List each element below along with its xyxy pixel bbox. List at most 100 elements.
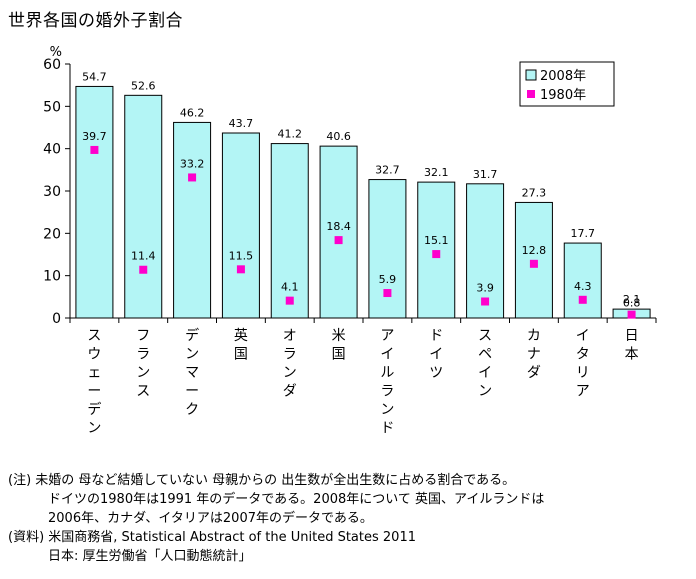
y-axis-unit: % xyxy=(50,45,62,60)
bar xyxy=(173,121,212,319)
x-tick-label-char: イ xyxy=(429,347,443,363)
x-tick-label-char: ラ xyxy=(380,384,394,400)
legend-label-1980: 1980年 xyxy=(540,88,586,103)
x-tick-label-char: ア xyxy=(576,384,590,400)
source-line-1: (資料) 米国商務省, Statistical Abstract of the … xyxy=(8,530,416,545)
marker-1980 xyxy=(578,295,587,304)
legend-swatch-1980 xyxy=(527,90,535,98)
x-tick-label-char: ー xyxy=(87,384,101,400)
marker-value-label: 15.1 xyxy=(424,234,449,247)
x-tick-label-char: ェ xyxy=(87,365,101,381)
x-tick-label-char: ン xyxy=(136,365,150,381)
marker-value-label: 4.1 xyxy=(281,281,299,294)
y-tick-label: 0 xyxy=(52,311,61,327)
bar xyxy=(270,143,309,319)
x-tick-label-char: ン xyxy=(185,347,199,363)
marker-value-label: 11.4 xyxy=(131,250,156,263)
x-tick-label-char: ン xyxy=(478,384,492,400)
y-tick-label: 20 xyxy=(43,226,61,242)
legend-box xyxy=(519,61,615,107)
x-tick-label-char: ド xyxy=(380,421,394,437)
x-tick-label-char: ス xyxy=(136,384,150,400)
x-tick-label-char: ダ xyxy=(527,365,541,381)
x-tick-label-char: イ xyxy=(478,365,492,381)
bar xyxy=(368,179,407,319)
x-tick-label-char: デ xyxy=(185,327,199,344)
x-tick-label-char: タ xyxy=(576,347,590,363)
x-tick-label-char: ス xyxy=(478,328,492,344)
y-tick-label: 30 xyxy=(43,184,61,200)
chart-title: 世界各国の婚外子割合 xyxy=(8,11,183,31)
x-tick-label-char: 英 xyxy=(234,327,248,344)
bar-value-label: 31.7 xyxy=(473,168,498,181)
x-tick-label-char: ナ xyxy=(527,347,541,363)
bar-value-label: 32.1 xyxy=(424,166,449,179)
bar xyxy=(466,183,505,319)
marker-1980 xyxy=(334,236,343,245)
marker-value-label: 4.3 xyxy=(574,280,592,293)
x-tick-label-char: 本 xyxy=(625,347,639,363)
marker-1980 xyxy=(139,265,148,274)
marker-value-label: 12.8 xyxy=(522,244,547,257)
bar-value-label: 40.6 xyxy=(326,130,351,143)
x-tick-label-char: ペ xyxy=(478,347,492,363)
x-tick-label-char: 日 xyxy=(625,328,639,344)
x-tick-label-char: デ xyxy=(87,401,101,418)
x-tick-label-char: ラ xyxy=(283,347,297,363)
bar-value-label: 2.1 xyxy=(623,293,641,306)
marker-1980 xyxy=(481,297,490,306)
marker-1980 xyxy=(383,289,392,298)
marker-1980 xyxy=(90,145,99,154)
x-tick-label-char: ダ xyxy=(283,384,297,400)
y-tick-label: 10 xyxy=(43,269,61,285)
x-tick-label-char: イ xyxy=(576,328,590,344)
marker-1980 xyxy=(529,259,538,268)
marker-value-label: 0.8 xyxy=(623,297,641,310)
bar xyxy=(563,242,602,319)
note-line-3: 2006年、カナダ、イタリアは2007年のデータである。 xyxy=(48,511,373,526)
legend-label-2008: 2008年 xyxy=(540,69,586,84)
x-tick-label-char: マ xyxy=(185,365,199,381)
marker-1980 xyxy=(285,296,294,305)
x-tick-label-char: 国 xyxy=(234,347,248,363)
bar xyxy=(417,181,456,319)
bar-value-label: 27.3 xyxy=(522,186,547,199)
marker-1980 xyxy=(188,173,197,182)
x-tick-label-char: ア xyxy=(380,328,394,344)
y-tick-label: 60 xyxy=(43,57,61,73)
x-tick-label-char: ス xyxy=(87,328,101,344)
marker-1980 xyxy=(432,250,441,259)
bar xyxy=(319,145,358,319)
marker-1980 xyxy=(627,310,636,319)
bar-value-label: 17.7 xyxy=(571,227,596,240)
y-tick-label: 40 xyxy=(43,142,61,158)
x-tick-label-char: ン xyxy=(380,402,394,418)
y-tick-label: 50 xyxy=(43,99,61,115)
legend-swatch-2008 xyxy=(525,69,537,81)
bar-value-label: 41.2 xyxy=(278,128,303,141)
bar xyxy=(75,85,114,319)
x-tick-label-char: ラ xyxy=(136,347,150,363)
bar-value-label: 54.7 xyxy=(82,70,107,83)
x-tick-label-char: ー xyxy=(185,384,199,400)
marker-value-label: 11.5 xyxy=(229,249,254,262)
marker-value-label: 5.9 xyxy=(379,273,397,286)
x-tick-label-char: 米 xyxy=(332,328,346,344)
x-tick-label-char: ル xyxy=(380,365,394,381)
marker-value-label: 3.9 xyxy=(476,281,494,294)
source-line-2: 日本: 厚生労働省「人口動態統計」 xyxy=(48,549,252,564)
bar xyxy=(124,94,163,319)
x-tick-label-char: リ xyxy=(576,365,590,381)
note-line-2: ドイツの1980年は1991 年のデータである。2008年について 英国、アイル… xyxy=(48,492,545,507)
x-tick-label-char: ン xyxy=(87,421,101,437)
bar-value-label: 46.2 xyxy=(180,106,205,119)
bar-value-label: 52.6 xyxy=(131,79,156,92)
marker-1980 xyxy=(236,265,245,274)
footnotes: (注) 未婚の 母など結婚していない 母親からの 出生数が全出生数に占める割合で… xyxy=(8,471,544,566)
x-tick-label-char: ク xyxy=(185,402,199,418)
x-tick-label-char: カ xyxy=(527,328,541,344)
note-line-1: (注) 未婚の 母など結婚していない 母親からの 出生数が全出生数に占める割合で… xyxy=(8,473,516,488)
bar-chart: 0102030405060%54.739.7スウェーデン52.611.4フランス… xyxy=(43,45,657,437)
x-tick-label-char: イ xyxy=(380,347,394,363)
x-tick-label-char: フ xyxy=(136,328,150,344)
